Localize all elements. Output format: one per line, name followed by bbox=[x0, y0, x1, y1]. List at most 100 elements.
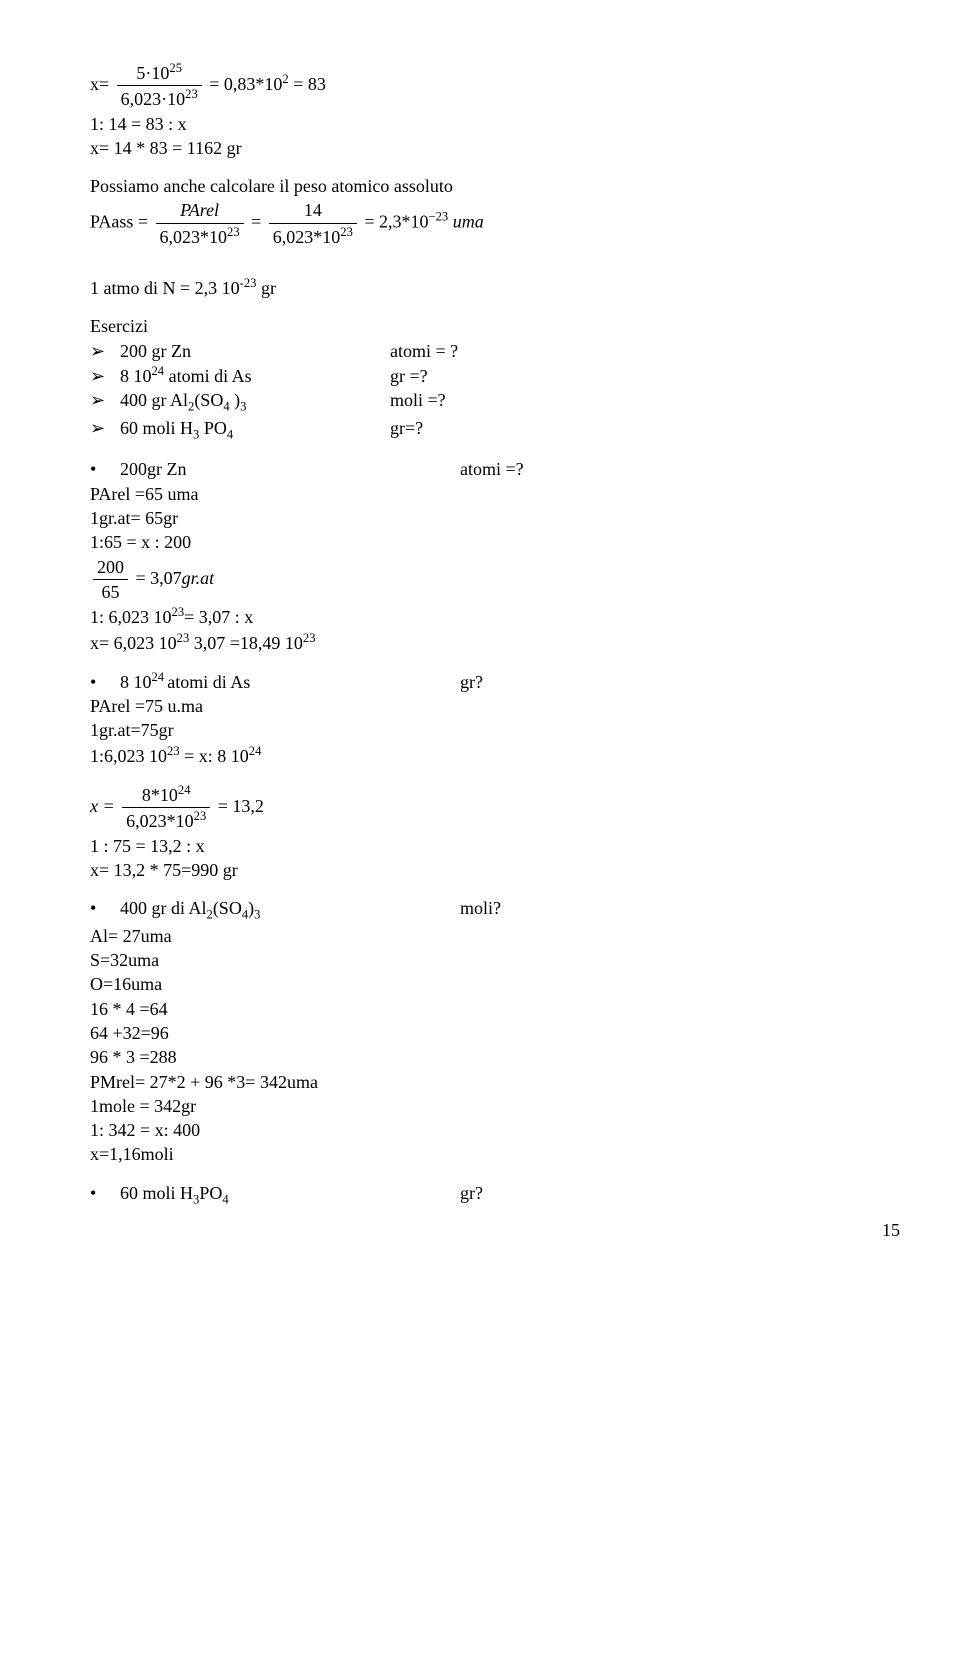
eq4-num-a: 8*10 bbox=[142, 785, 178, 805]
bullet-icon: • bbox=[90, 670, 120, 694]
exercises-heading: Esercizi bbox=[90, 314, 900, 338]
eq1-mid: = 0,83*10 bbox=[209, 74, 282, 94]
b2-l3-e1: 23 bbox=[167, 744, 180, 758]
b1-l5-e2: 23 bbox=[303, 631, 316, 645]
b1-c2: atomi =? bbox=[460, 457, 524, 481]
equation-3: 200 65 = 3,07gr.at bbox=[90, 555, 900, 605]
ex-2-a: 8 1024 atomi di As bbox=[120, 363, 390, 388]
b1-l1: PArel =65 uma bbox=[90, 482, 900, 506]
b4-c1: 60 moli H3PO4 bbox=[120, 1181, 460, 1209]
ex-3-b: moli =? bbox=[390, 388, 446, 412]
ex-1-b: atomi = ? bbox=[390, 339, 458, 363]
b2-l3-a: 1:6,023 10 bbox=[90, 746, 167, 766]
equation-4: x = 8*1024 6,023*1023 = 13,2 bbox=[90, 782, 900, 834]
exercise-row-4: ➢ 60 moli H3 PO4 gr=? bbox=[90, 416, 900, 444]
arrow-icon: ➢ bbox=[90, 416, 120, 440]
eq2-frac2: 14 6,023*1023 bbox=[269, 198, 357, 249]
eq3-num: 200 bbox=[93, 555, 128, 579]
bullet-icon: • bbox=[90, 1181, 120, 1205]
b3-c2: moli? bbox=[460, 896, 501, 920]
b3-l5: 96 * 3 =288 bbox=[90, 1045, 900, 1069]
b3-l7: 1mole = 342gr bbox=[90, 1094, 900, 1118]
eq2-f1-num: PArel bbox=[156, 198, 244, 222]
page-number: 15 bbox=[90, 1218, 900, 1242]
exercise-row-1: ➢ 200 gr Zn atomi = ? bbox=[90, 339, 900, 363]
eq4-den-a: 6,023*10 bbox=[126, 811, 194, 831]
eq2-f1-den: 6,023*10 bbox=[160, 227, 228, 247]
eq1-den-exp: 23 bbox=[185, 87, 198, 101]
eq2-suffix-b: uma bbox=[448, 212, 484, 232]
b2-l4: 1 : 75 = 13,2 : x bbox=[90, 834, 900, 858]
eq2-f1-den-exp: 23 bbox=[227, 225, 240, 239]
eq2-suffix-a: = 2,3*10 bbox=[364, 212, 428, 232]
b3-l0: Al= 27uma bbox=[90, 924, 900, 948]
b1-l3: 1:65 = x : 200 bbox=[90, 530, 900, 554]
b2-l2: 1gr.at=75gr bbox=[90, 718, 900, 742]
bullet-2: • 8 1024 atomi di As gr? bbox=[90, 669, 900, 694]
eq4-frac: 8*1024 6,023*1023 bbox=[122, 782, 210, 834]
eq2-f2-den-exp: 23 bbox=[340, 225, 353, 239]
eq3-suf-b: gr.at bbox=[182, 568, 215, 588]
b1-l5: x= 6,023 1023 3,07 =18,49 1023 bbox=[90, 630, 900, 655]
b2-c1: 8 1024 atomi di As bbox=[120, 669, 460, 694]
b3-l6: PMrel= 27*2 + 96 *3= 342uma bbox=[90, 1070, 900, 1094]
b2-l3-e2: 24 bbox=[249, 744, 262, 758]
l5-exp: -23 bbox=[240, 276, 257, 290]
b4-c2: gr? bbox=[460, 1181, 483, 1205]
arrow-icon: ➢ bbox=[90, 388, 120, 412]
equation-1: x= 5·1025 6,023·1023 = 0,83*102 = 83 bbox=[90, 60, 900, 112]
bullet-icon: • bbox=[90, 896, 120, 920]
b3-l3: 16 * 4 =64 bbox=[90, 997, 900, 1021]
b3-l2: O=16uma bbox=[90, 972, 900, 996]
b2-l1: PArel =75 u.ma bbox=[90, 694, 900, 718]
exercise-row-2: ➢ 8 1024 atomi di As gr =? bbox=[90, 363, 900, 388]
eq4-suffix: = 13,2 bbox=[218, 796, 264, 816]
ex-1-a: 200 gr Zn bbox=[120, 339, 390, 363]
eq1-suffix: = 83 bbox=[289, 74, 326, 94]
exercise-row-3: ➢ 400 gr Al2(SO4 )3 moli =? bbox=[90, 388, 900, 416]
line-4: Possiamo anche calcolare il peso atomico… bbox=[90, 174, 900, 198]
bullet-icon: • bbox=[90, 457, 120, 481]
arrow-icon: ➢ bbox=[90, 339, 120, 363]
b2-l3: 1:6,023 1023 = x: 8 1024 bbox=[90, 743, 900, 768]
eq1-num: 5·10 bbox=[136, 63, 169, 83]
arrow-icon: ➢ bbox=[90, 364, 120, 388]
b1-l4-e1: 23 bbox=[172, 605, 185, 619]
b1-c1: 200gr Zn bbox=[120, 457, 460, 481]
b3-c1: 400 gr di Al2(SO4)3 bbox=[120, 896, 460, 924]
b3-l1: S=32uma bbox=[90, 948, 900, 972]
ex-3-a: 400 gr Al2(SO4 )3 bbox=[120, 388, 390, 416]
l5-a: 1 atmo di N = 2,3 10 bbox=[90, 278, 240, 298]
eq3-frac: 200 65 bbox=[93, 555, 128, 605]
b1-l4-b: = 3,07 : x bbox=[184, 607, 253, 627]
ex-2-b: gr =? bbox=[390, 364, 428, 388]
bullet-4: • 60 moli H3PO4 gr? bbox=[90, 1181, 900, 1209]
line-3: x= 14 * 83 = 1162 gr bbox=[90, 136, 900, 160]
b1-l5-e1: 23 bbox=[177, 631, 190, 645]
equation-2: PAass = PArel 6,023*1023 = 14 6,023*1023… bbox=[90, 198, 900, 249]
eq2-eq: = bbox=[251, 212, 266, 232]
bullet-1: • 200gr Zn atomi =? bbox=[90, 457, 900, 481]
eq4-num-exp: 24 bbox=[178, 783, 191, 797]
b3-l4: 64 +32=96 bbox=[90, 1021, 900, 1045]
eq2-f2-den: 6,023*10 bbox=[273, 227, 341, 247]
b1-l5-a: x= 6,023 10 bbox=[90, 633, 177, 653]
line-5: 1 atmo di N = 2,3 10-23 gr bbox=[90, 275, 900, 300]
ex-4-b: gr=? bbox=[390, 416, 423, 440]
eq3-suf-a: = 3,07 bbox=[136, 568, 182, 588]
bullet-3: • 400 gr di Al2(SO4)3 moli? bbox=[90, 896, 900, 924]
eq1-num-exp: 25 bbox=[169, 61, 182, 75]
b1-l2: 1gr.at= 65gr bbox=[90, 506, 900, 530]
eq1-den: 6,023·10 bbox=[121, 89, 186, 109]
line-2: 1: 14 = 83 : x bbox=[90, 112, 900, 136]
eq1-fraction: 5·1025 6,023·1023 bbox=[117, 60, 202, 112]
eq2-frac1: PArel 6,023*1023 bbox=[156, 198, 244, 249]
b3-l8: 1: 342 = x: 400 bbox=[90, 1118, 900, 1142]
b2-l5: x= 13,2 * 75=990 gr bbox=[90, 858, 900, 882]
b1-l5-b: 3,07 =18,49 10 bbox=[189, 633, 303, 653]
ex-4-a: 60 moli H3 PO4 bbox=[120, 416, 390, 444]
b1-l4: 1: 6,023 1023= 3,07 : x bbox=[90, 604, 900, 629]
b3-l9: x=1,16moli bbox=[90, 1142, 900, 1166]
b2-l3-b: = x: 8 10 bbox=[180, 746, 249, 766]
eq3-den: 65 bbox=[93, 579, 128, 604]
